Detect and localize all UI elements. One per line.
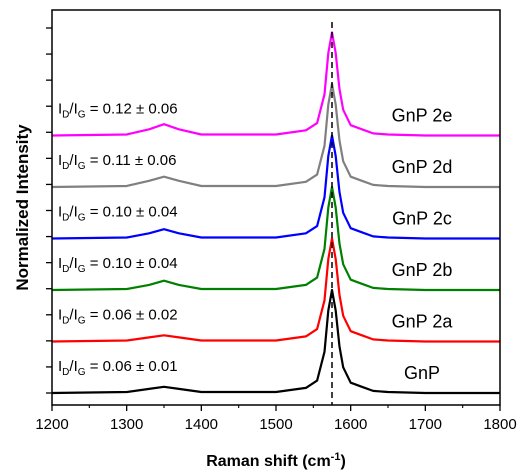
x-axis-label: Raman shift (cm-1) — [206, 451, 346, 470]
x-tick-label: 1300 — [110, 416, 143, 433]
x-tick-label: 1500 — [259, 416, 292, 433]
intensity-ratio-labels: ID/IG = 0.06 ± 0.01 ID/IG = 0.06 ± 0.02 ID… — [58, 101, 178, 379]
spectrum-line-5 — [51, 82, 500, 189]
ratio-label-4: ID/IG = 0.10 ± 0.04 — [58, 204, 178, 224]
ratio-label-6: ID/IG = 0.12 ± 0.06 — [58, 101, 178, 121]
y-axis-label: Normalized Intensity — [13, 124, 32, 291]
series-name-label-3: GnP 2b — [392, 260, 453, 280]
spectrum-line-1 — [51, 288, 500, 395]
series-name-label-5: GnP 2d — [392, 157, 453, 177]
spectrum-line-4 — [51, 134, 500, 240]
spectrum-line-6 — [51, 31, 500, 137]
series-name-labels: GnP GnP 2a GnP 2b GnP 2c GnP 2d GnP 2e — [392, 106, 454, 384]
ratio-label-1: ID/IG = 0.06 ± 0.01 — [58, 358, 178, 378]
spectra-curves — [51, 31, 500, 395]
x-axis-label-main: Raman shift (cm — [206, 453, 330, 470]
x-tick-label: 1200 — [35, 416, 68, 433]
series-name-label-6: GnP 2e — [392, 106, 453, 126]
series-name-label-1: GnP — [404, 363, 440, 383]
series-name-label-4: GnP 2c — [392, 209, 452, 229]
spectrum-line-3 — [51, 185, 500, 292]
series-name-label-2: GnP 2a — [392, 312, 454, 332]
x-tick-label: 1700 — [409, 416, 442, 433]
y-axis-ticks — [46, 27, 52, 394]
x-axis-ticks: 1200 1300 1400 1500 1600 1700 1800 — [35, 405, 517, 433]
x-axis-label-superscript: -1 — [331, 451, 341, 463]
x-tick-label: 1800 — [483, 416, 516, 433]
x-axis-label-end: ) — [340, 453, 345, 470]
ratio-label-3: ID/IG = 0.10 ± 0.04 — [58, 255, 178, 275]
ratio-label-2: ID/IG = 0.06 ± 0.02 — [58, 307, 178, 327]
ratio-label-5: ID/IG = 0.11 ± 0.06 — [58, 152, 176, 172]
x-tick-label: 1400 — [185, 416, 218, 433]
x-tick-label: 1600 — [334, 416, 367, 433]
spectrum-line-2 — [51, 237, 500, 343]
